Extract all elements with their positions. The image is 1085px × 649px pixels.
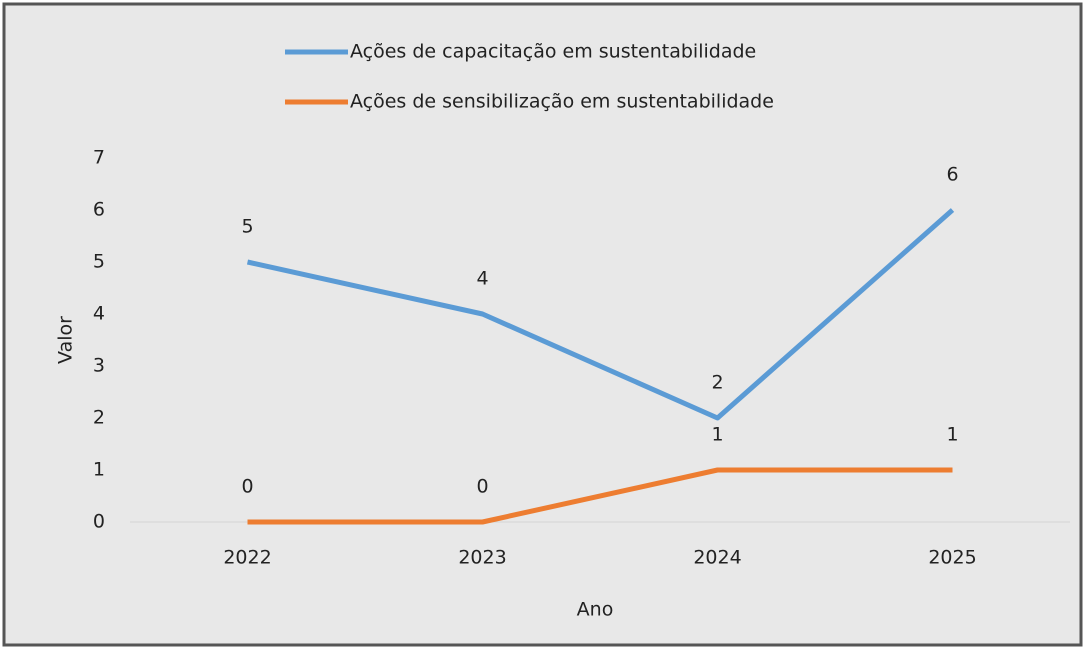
data-label: 0 <box>241 476 253 498</box>
data-label: 4 <box>476 268 488 290</box>
data-label: 5 <box>241 216 253 238</box>
data-label: 0 <box>476 476 488 498</box>
y-tick-label: 1 <box>93 459 105 481</box>
x-tick-label: 2024 <box>693 547 741 569</box>
x-axis-label: Ano <box>577 599 614 621</box>
y-tick-label: 7 <box>93 147 105 169</box>
data-label: 2 <box>711 372 723 394</box>
y-tick-label: 6 <box>93 199 105 221</box>
series-line <box>246 208 955 421</box>
x-tick-label: 2022 <box>223 547 271 569</box>
y-tick-label: 4 <box>93 303 105 325</box>
y-tick-label: 3 <box>93 355 105 377</box>
y-axis-label: Valor <box>55 316 77 364</box>
legend-label: Ações de capacitação em sustentabilidade <box>350 41 756 63</box>
series-line <box>247 467 953 525</box>
legend-label: Ações de sensibilização em sustentabilid… <box>350 91 774 113</box>
data-label: 1 <box>946 424 958 446</box>
data-label: 1 <box>711 424 723 446</box>
data-label: 6 <box>946 164 958 186</box>
y-tick-label: 5 <box>93 251 105 273</box>
y-tick-label: 0 <box>93 511 105 533</box>
x-tick-label: 2025 <box>928 547 976 569</box>
y-tick-label: 2 <box>93 407 105 429</box>
x-tick-label: 2023 <box>458 547 506 569</box>
